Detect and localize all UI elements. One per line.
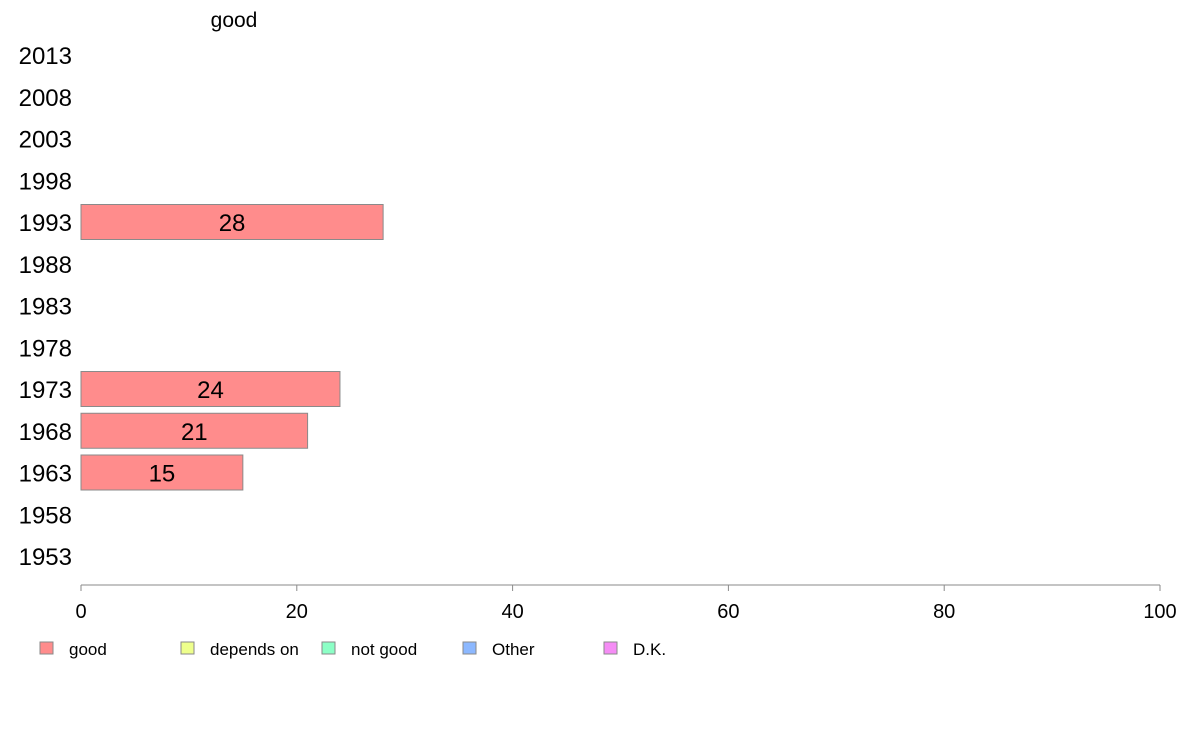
x-tick-label: 40	[501, 601, 523, 623]
y-axis-labels: 2013 2008 2003 1998 1993 1988 1983 1978 1973 1968…	[19, 43, 72, 571]
chart-title: good	[211, 9, 258, 32]
bar-value-label: 24	[197, 377, 224, 404]
x-tick-label: 0	[75, 601, 86, 623]
y-tick-label: 1958	[19, 502, 72, 529]
legend-item: D.K.	[603, 640, 666, 659]
legend: good depends on not good Other D.K.	[39, 640, 666, 659]
y-tick-label: 1988	[19, 252, 72, 279]
y-tick-label: 2003	[19, 127, 72, 154]
y-tick-label: 1963	[19, 461, 72, 488]
legend-label: not good	[351, 640, 417, 659]
y-tick-label: 1983	[19, 294, 72, 321]
x-axis: 0 20 40 60 80 100	[75, 584, 1177, 623]
y-tick-label: 2013	[19, 43, 72, 70]
legend-label: Other	[492, 640, 535, 659]
y-tick-label: 1978	[19, 335, 72, 362]
legend-swatch	[603, 641, 618, 655]
legend-item: good	[39, 640, 107, 659]
x-tick-label: 80	[933, 601, 955, 623]
y-tick-label: 1968	[19, 419, 72, 446]
legend-swatch	[462, 641, 477, 655]
x-tick-label: 60	[717, 601, 739, 623]
legend-item: not good	[321, 640, 417, 659]
legend-label: good	[69, 640, 107, 659]
x-tick-label: 20	[286, 601, 308, 623]
bar-value-label: 15	[149, 461, 176, 488]
legend-swatch	[39, 641, 54, 655]
y-tick-label: 1953	[19, 544, 72, 571]
legend-label: D.K.	[633, 640, 666, 659]
bar	[80, 371, 341, 407]
x-tick-label: 100	[1143, 601, 1176, 623]
legend-item: Other	[462, 640, 535, 659]
y-tick-label: 1998	[19, 168, 72, 195]
legend-label: depends on	[210, 640, 299, 659]
y-tick-label: 1993	[19, 210, 72, 237]
legend-swatch	[321, 641, 336, 655]
bar	[80, 454, 244, 491]
legend-item: depends on	[180, 640, 299, 659]
y-tick-label: 1973	[19, 377, 72, 404]
bar-value-label: 21	[181, 419, 208, 446]
bar-value-label: 28	[219, 210, 246, 237]
bar	[80, 412, 309, 449]
y-tick-label: 2008	[19, 85, 72, 112]
bar	[80, 204, 384, 240]
legend-swatch	[180, 641, 195, 655]
